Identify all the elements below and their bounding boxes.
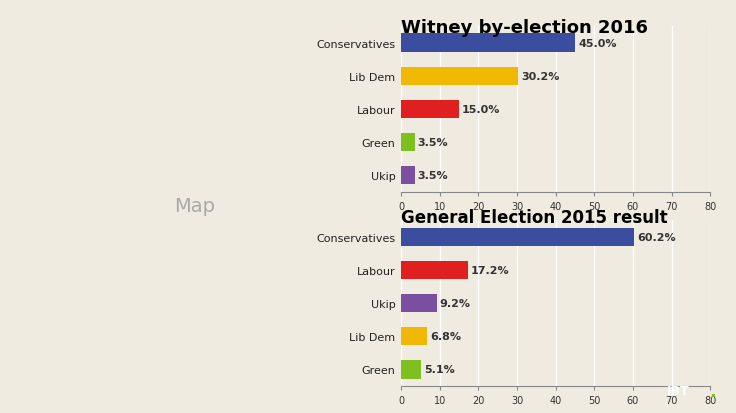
Text: Witney by-election 2016: Witney by-election 2016: [401, 19, 648, 36]
Text: Map: Map: [174, 197, 216, 216]
Bar: [401, 294, 436, 313]
Bar: [401, 166, 414, 185]
Bar: [401, 100, 459, 119]
Bar: [401, 328, 428, 346]
Bar: [401, 34, 575, 52]
Text: 3.5%: 3.5%: [418, 171, 448, 180]
Text: IBT: IBT: [667, 384, 690, 397]
Bar: [401, 228, 634, 247]
Bar: [401, 67, 518, 85]
Bar: [401, 133, 414, 152]
Bar: [401, 261, 467, 280]
Bar: [401, 361, 421, 379]
Text: 17.2%: 17.2%: [471, 266, 509, 275]
Text: 60.2%: 60.2%: [637, 233, 676, 242]
Text: 6.8%: 6.8%: [431, 332, 461, 342]
Text: 30.2%: 30.2%: [521, 71, 559, 81]
Text: 45.0%: 45.0%: [578, 38, 617, 48]
Text: 5.1%: 5.1%: [424, 365, 455, 375]
Text: General Election 2015 result: General Election 2015 result: [401, 209, 668, 226]
Text: 15.0%: 15.0%: [462, 104, 500, 114]
Text: .: .: [709, 382, 715, 400]
Text: 3.5%: 3.5%: [418, 138, 448, 147]
Text: 9.2%: 9.2%: [439, 299, 471, 309]
